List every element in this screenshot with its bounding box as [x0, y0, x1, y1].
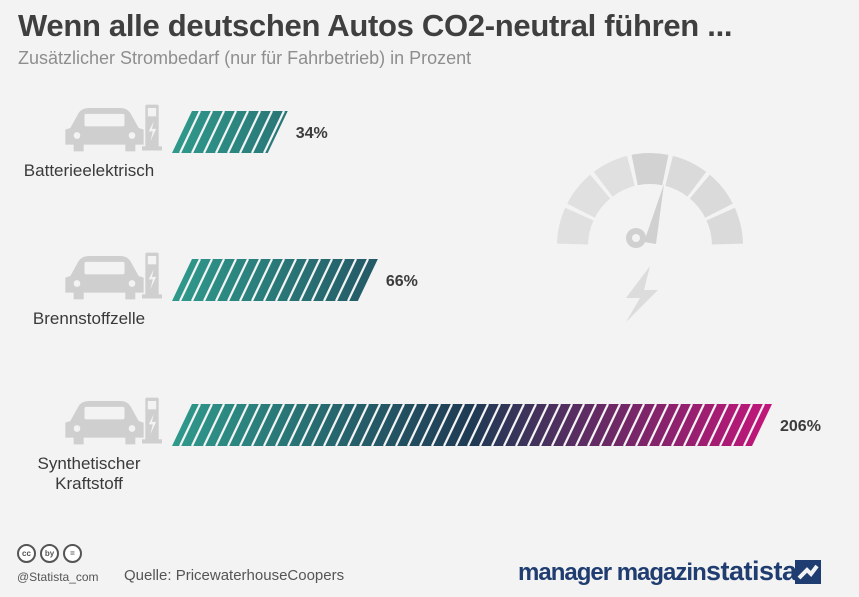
value-label-0: 34%	[296, 125, 328, 142]
bar-0	[172, 111, 288, 153]
license-icons: cc by =	[17, 544, 82, 563]
manager-magazin-logo[interactable]: manager magazin	[518, 559, 707, 586]
chart-subtitle: Zusätzlicher Strombedarf (nur für Fahrbe…	[18, 48, 472, 68]
category-label-0: Batterieelektrisch	[23, 161, 155, 180]
car-charging-station-icon	[65, 252, 162, 300]
value-label-2: 206%	[780, 418, 821, 435]
category-label-1: Brennstoffzelle	[32, 309, 146, 328]
category-label-2: Synthetischer Kraftstoff	[37, 454, 141, 493]
statista-logo[interactable]: statista	[706, 556, 797, 586]
value-label-1: 66%	[386, 273, 418, 290]
no-derivatives-icon: =	[63, 544, 82, 563]
chart-title: Wenn alle deutschen Autos CO2-neutral fü…	[18, 8, 733, 43]
source-note: Quelle: PricewaterhouseCoopers	[124, 567, 345, 584]
speedometer-icon	[557, 153, 743, 248]
cc-icon: cc	[17, 544, 36, 563]
car-charging-station-icon	[65, 104, 162, 152]
bar-2	[172, 404, 772, 446]
statista-mark-icon	[795, 560, 821, 584]
lightning-icon	[626, 266, 658, 322]
attribution-icon: by	[40, 544, 59, 563]
statista-handle: @Statista_com	[17, 570, 99, 584]
car-charging-station-icon	[65, 397, 162, 445]
